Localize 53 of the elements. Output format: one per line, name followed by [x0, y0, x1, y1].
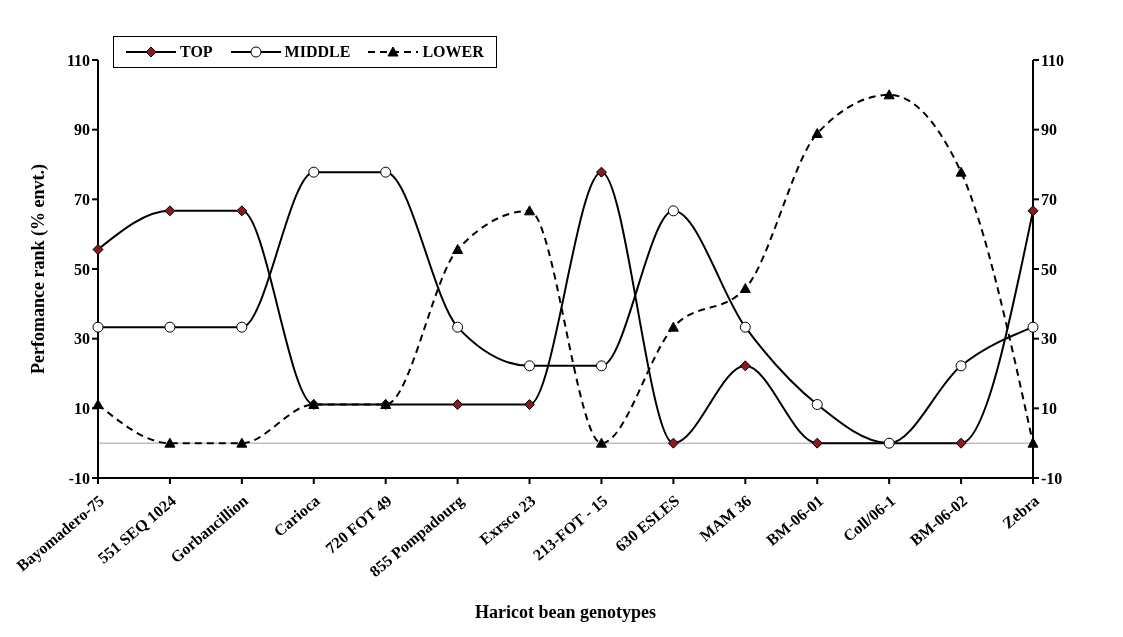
point: [667, 437, 679, 449]
y-axis-title: Perfomance rank (% envt.): [28, 164, 50, 374]
point: [236, 321, 248, 333]
point: [380, 166, 392, 178]
point: [883, 89, 895, 100]
point: [595, 437, 607, 448]
point: [811, 437, 823, 449]
y2-tick-label: 90: [1041, 121, 1057, 139]
y2-tick-label: -10: [1041, 469, 1063, 487]
y2-tick-label: 70: [1041, 191, 1057, 209]
point: [739, 321, 751, 333]
point: [92, 399, 104, 409]
y2-tick-label: 110: [1041, 51, 1065, 69]
y-tick-label: 70: [74, 191, 90, 209]
y-tick-label: -10: [68, 469, 90, 487]
y-tick-label: 30: [74, 330, 90, 348]
legend-label: TOP: [179, 43, 213, 61]
y2-tick-label: 10: [1041, 400, 1057, 418]
point: [667, 321, 679, 332]
y-tick-label: 10: [74, 400, 90, 418]
point: [524, 360, 536, 372]
point: [739, 283, 751, 294]
point: [1027, 321, 1039, 333]
point: [452, 399, 464, 410]
y-tick-label: 90: [74, 121, 90, 139]
point: [955, 166, 967, 177]
point: [92, 243, 104, 255]
point: [164, 205, 176, 217]
point: [308, 166, 320, 178]
point: [811, 128, 823, 138]
point: [524, 205, 536, 216]
y-tick-label: 50: [74, 260, 90, 278]
y2-tick-label: 30: [1041, 330, 1057, 348]
x-axis-title: Haricot bean genotypes: [475, 602, 656, 622]
point: [595, 166, 607, 178]
point: [667, 205, 679, 217]
legend-label: MIDDLE: [283, 43, 351, 61]
point: [452, 321, 464, 333]
y2-tick-label: 50: [1041, 260, 1057, 278]
point: [955, 437, 967, 449]
point: [164, 321, 176, 333]
point: [92, 321, 104, 333]
point: [955, 360, 967, 372]
point: [1027, 205, 1039, 217]
point: [164, 437, 176, 448]
point: [595, 360, 607, 372]
point: [524, 399, 536, 410]
point: [739, 360, 751, 372]
y-tick-label: 110: [66, 51, 90, 69]
point: [452, 243, 464, 254]
point: [236, 437, 248, 448]
point: [811, 399, 823, 410]
legend-label: LOWER: [421, 43, 484, 61]
